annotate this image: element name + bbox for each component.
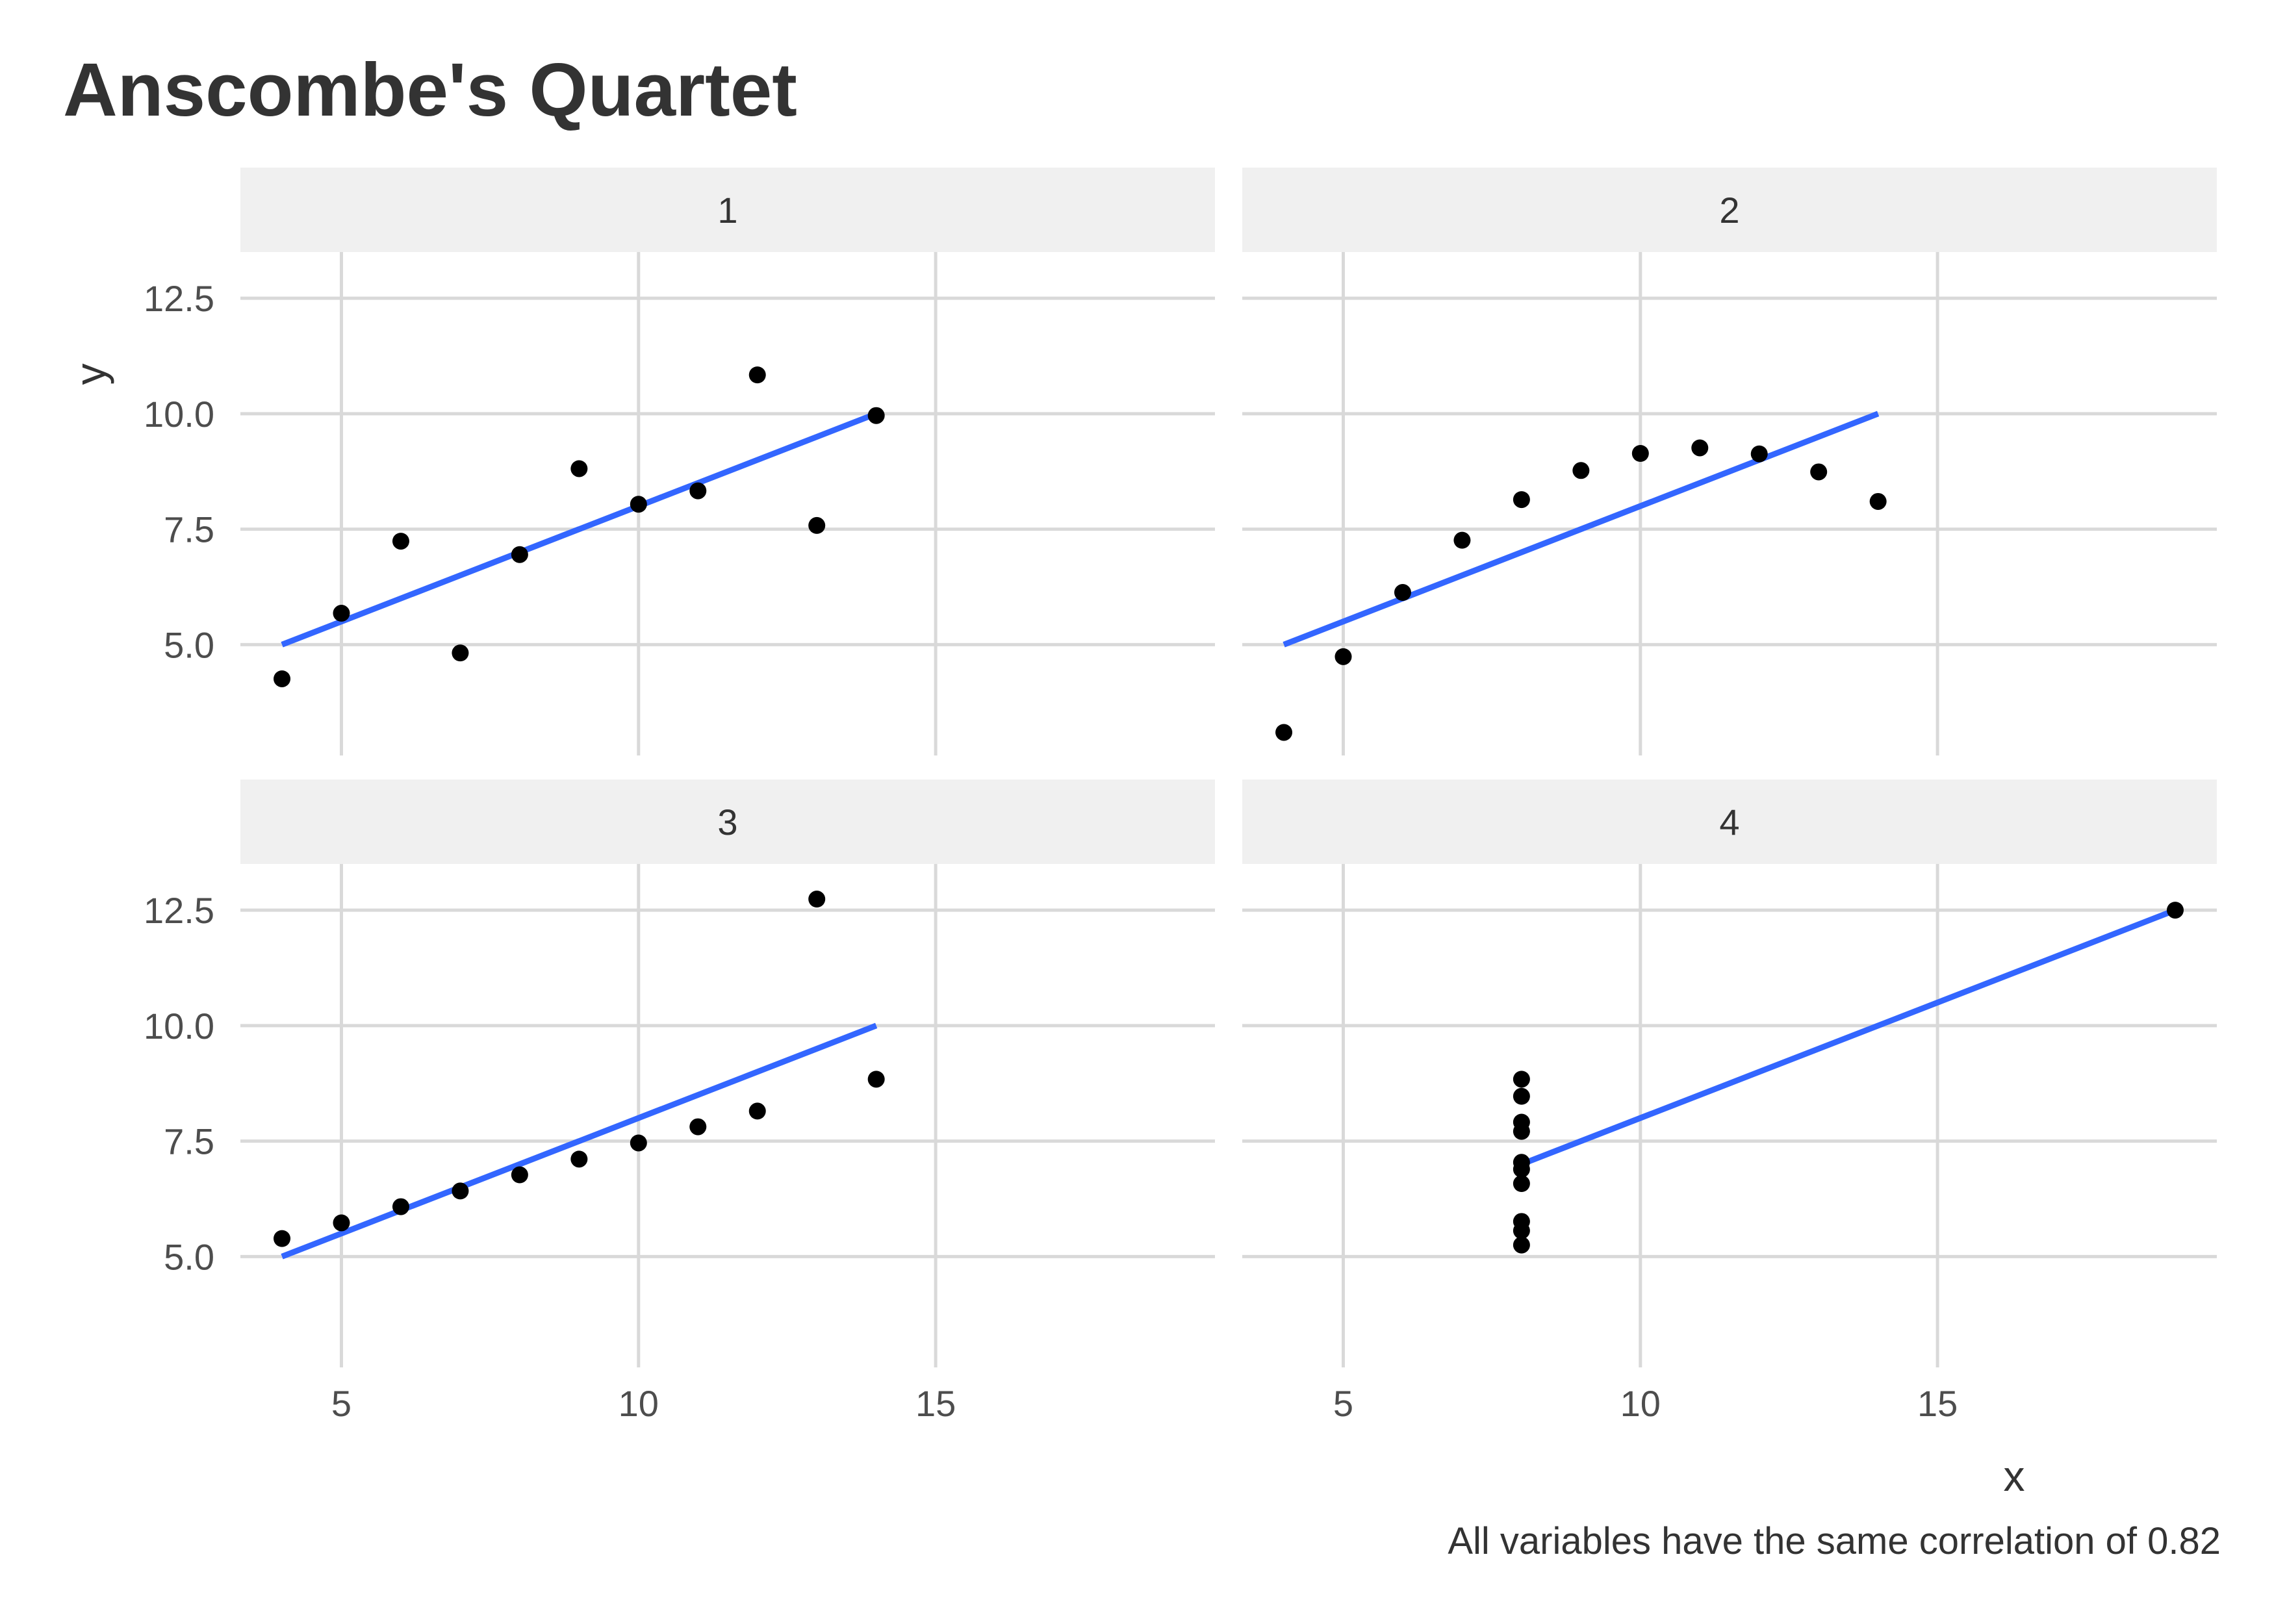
data-point [1810,463,1828,481]
x-tick-label: 5 [331,1383,351,1424]
x-axis-title: x [2004,1452,2025,1500]
data-point [1750,445,1768,463]
caption: All variables have the same correlation … [1448,1520,2221,1562]
panel-2: 2 [1242,168,2217,755]
data-point [1572,462,1590,479]
data-point [570,1150,588,1168]
strip-background [240,780,1215,864]
y-tick-label: 5.0 [164,1236,214,1277]
data-point [511,546,528,563]
data-point [689,1118,707,1136]
data-point [333,1214,350,1232]
y-tick-label: 10.0 [144,1006,214,1047]
strip-label: 4 [1719,802,1739,843]
strip-label: 2 [1719,190,1739,231]
data-point [1513,1236,1530,1254]
data-point [808,516,826,534]
data-point [333,605,350,622]
x-tick-label: 15 [915,1383,956,1424]
y-tick-label: 5.0 [164,624,214,665]
chart-title: Anscombe's Quartet [63,47,797,132]
data-point [1513,1087,1530,1105]
strip-label: 1 [717,190,737,231]
data-point [1869,492,1887,510]
data-point [392,533,409,550]
data-point [867,1071,885,1088]
x-tick-label: 15 [1917,1383,1958,1424]
data-point [570,460,588,477]
strip-background [1242,168,2217,252]
data-point [511,1166,528,1184]
data-point [808,891,826,908]
fit-line [281,1022,878,1260]
fit-line [1520,907,2177,1167]
data-point [1513,1071,1530,1088]
panels-layer: 1 5.0 7.5 10.0 12.5 2 3 5.0 7.5 10.0 12.5 5 10 15 4 5 10… [144,168,2217,1424]
data-point [1691,439,1709,457]
y-tick-label: 7.5 [164,509,214,550]
data-point [274,670,291,687]
panel-1: 1 5.0 7.5 10.0 12.5 [144,168,1215,755]
strip-background [240,168,1215,252]
data-point [1631,445,1649,462]
data-point [1513,1175,1530,1193]
data-point [867,407,885,424]
strip-background [1242,780,2217,864]
y-tick-label: 10.0 [144,394,214,435]
x-tick-label: 10 [619,1383,659,1424]
data-point [392,1198,409,1215]
data-point [748,1102,766,1120]
panel-4: 4 5 10 15 [1242,780,2217,1424]
data-point [1453,531,1471,549]
y-axis-title: y [66,364,114,385]
data-point [1335,648,1352,665]
fit-line [1283,411,1880,648]
data-point [452,644,469,662]
x-tick-label: 5 [1333,1383,1353,1424]
fit-line [281,411,878,648]
data-point [630,496,647,513]
data-point [452,1182,469,1200]
strip-label: 3 [717,802,737,843]
y-tick-label: 7.5 [164,1121,214,1162]
data-point [274,1230,291,1247]
data-point [1394,584,1411,602]
data-point [1513,1160,1530,1178]
data-point [630,1134,647,1152]
data-point [748,366,766,384]
data-point [1513,1222,1530,1239]
panel-3: 3 5.0 7.5 10.0 12.5 5 10 15 [144,780,1215,1424]
y-tick-label: 12.5 [144,278,214,319]
data-point [1275,724,1293,741]
x-tick-label: 10 [1620,1383,1661,1424]
data-point [1513,491,1530,509]
y-tick-label: 12.5 [144,890,214,931]
data-point [2166,902,2184,919]
data-point [1513,1113,1530,1131]
data-point [689,482,707,500]
